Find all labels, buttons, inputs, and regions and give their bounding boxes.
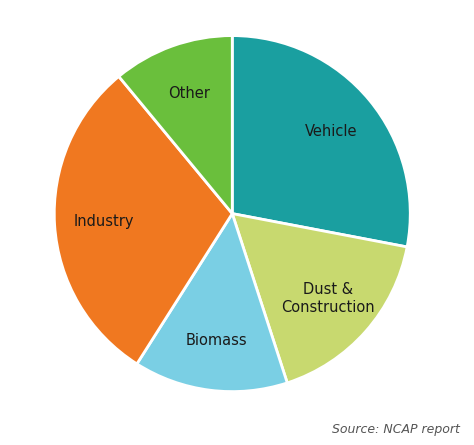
Wedge shape — [232, 36, 410, 247]
Text: Source: NCAP report: Source: NCAP report — [332, 423, 460, 436]
Wedge shape — [54, 77, 232, 364]
Wedge shape — [119, 36, 232, 214]
Text: Dust &
Construction: Dust & Construction — [282, 282, 375, 315]
Wedge shape — [137, 214, 287, 392]
Text: Biomass: Biomass — [185, 333, 247, 348]
Wedge shape — [232, 214, 407, 383]
Text: Other: Other — [168, 85, 210, 101]
Text: Industry: Industry — [74, 214, 135, 229]
Text: Vehicle: Vehicle — [305, 125, 357, 139]
